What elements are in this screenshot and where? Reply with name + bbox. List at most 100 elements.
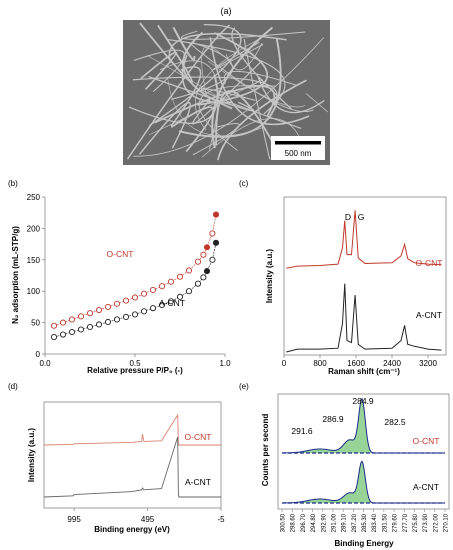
cnt-fiber	[159, 60, 219, 150]
chart-c: 0 800 1600 2400 3200 D G O-CNT A-CNT Intensi…	[265, 196, 447, 376]
d-ylabel: Intensity (a.u.)	[27, 428, 36, 483]
b-point-a-cnt	[149, 305, 157, 312]
b-point-o-cnt	[122, 297, 130, 304]
b-point-a-cnt	[77, 326, 85, 333]
c-peak-d: D	[345, 212, 351, 222]
b-ytick-label: 0	[36, 350, 41, 359]
b-point-a-cnt	[86, 323, 94, 331]
cnt-fiber	[231, 27, 293, 110]
b-point-o-cnt	[158, 283, 166, 290]
cnt-fiber	[198, 85, 277, 151]
b-point-a-cnt	[50, 333, 58, 341]
e-xtick-label: 298.60	[291, 513, 297, 532]
d-xtick-label: 495	[141, 515, 155, 524]
d-xtick-label: -5	[217, 515, 225, 524]
e-fill-area	[282, 461, 445, 503]
chart-d: 995 495 -5 O-CNT A-CNT Intensity (a.u.) Bi…	[27, 401, 225, 534]
e-legend-a-cnt: A-CNT	[413, 482, 439, 492]
sem-image: 500 nm	[123, 20, 330, 165]
scale-bar-label: 500 nm	[285, 149, 312, 158]
b-point-o-cnt	[194, 258, 202, 265]
b-point-a-cnt	[95, 321, 103, 328]
b-xtick-label: 0.0	[39, 359, 51, 368]
b-point-a-cnt	[68, 328, 76, 336]
chart-e: 300.50 298.60 296.70 294.80 292.90 291.00 289.…	[261, 393, 450, 548]
cnt-fiber	[181, 54, 232, 104]
cnt-fiber	[257, 76, 325, 114]
b-ytick-label: 250	[27, 193, 41, 202]
b-point-o-cnt	[185, 267, 193, 274]
b-point-o-cnt	[113, 300, 121, 307]
cnt-fiber	[172, 26, 196, 61]
d-xlabel: Binding energy (eV)	[94, 525, 170, 534]
b-point-o-cnt	[212, 211, 220, 218]
e-xtick-label: 291.00	[331, 513, 337, 532]
chart-b: 0 50 100 150 200 250 0.0 0.5 1.0 N₂ adsorption …	[11, 193, 231, 375]
cnt-fiber	[140, 51, 177, 90]
b-ytick-label: 150	[27, 256, 41, 265]
cnt-fiber	[126, 24, 230, 160]
b-point-a-cnt	[113, 316, 121, 323]
cnt-fiber	[167, 77, 266, 137]
cnt-fiber	[189, 42, 314, 113]
c-xtick-label: 2400	[383, 359, 401, 368]
e-xtick-label: 275.80	[413, 513, 419, 532]
b-point-o-cnt	[59, 319, 67, 326]
cnt-fiber	[166, 38, 286, 106]
b-point-a-cnt	[59, 331, 67, 338]
scale-bar	[275, 141, 321, 145]
cnt-fiber	[243, 39, 271, 160]
e-xtick-label: 273.90	[423, 513, 429, 532]
cnt-fiber	[200, 88, 302, 129]
cnt-fiber	[182, 31, 233, 110]
cnt-fiber	[195, 39, 259, 131]
c-xtick-label: 3200	[419, 359, 437, 368]
panel-a-label: (a)	[221, 6, 232, 16]
c-ylabel: Intensity (a.u.)	[265, 249, 274, 304]
e-peak-2: 286.9	[322, 414, 344, 424]
b-ylabel: N₂ adsorption (mL-STP/g)	[11, 226, 20, 324]
cnt-fiber	[138, 102, 191, 155]
e-xtick-label: 270.10	[444, 513, 450, 532]
c-legend-a-cnt: A-CNT	[416, 310, 442, 320]
c-xtick-label: 1600	[347, 359, 365, 368]
panel-e-label: (e)	[239, 382, 249, 391]
c-legend-o-cnt: O-CNT	[416, 258, 443, 268]
e-xtick-label: 281.50	[382, 513, 388, 532]
b-point-a-cnt	[158, 301, 166, 309]
e-xtick-label: 292.90	[321, 513, 327, 532]
d-series-a-cnt	[43, 436, 221, 498]
b-point-a-cnt	[212, 239, 220, 246]
b-point-o-cnt	[203, 244, 211, 251]
b-point-o-cnt	[77, 313, 85, 320]
e-fill-area	[282, 398, 445, 453]
e-peak-4: 282.5	[384, 417, 406, 427]
b-legend-o-cnt: O-CNT	[107, 249, 134, 259]
c-xtick-label: 800	[313, 359, 327, 368]
e-xtick-label: 277.70	[403, 513, 409, 532]
panel-c-label: (c)	[239, 179, 249, 188]
b-ytick-label: 50	[31, 319, 40, 328]
panel-d-label: (d)	[8, 382, 18, 391]
cnt-fiber	[209, 37, 310, 126]
e-ylabel: Counts per second	[261, 414, 270, 487]
b-legend-a-cnt: A-CNT	[159, 298, 185, 308]
b-point-a-cnt	[200, 274, 207, 281]
b-point-a-cnt	[131, 311, 139, 318]
cnt-fiber	[217, 79, 307, 161]
b-point-o-cnt	[50, 322, 58, 329]
scale-bar-box	[271, 136, 325, 160]
cnt-fiber	[192, 60, 263, 125]
b-xtick-label: 1.0	[219, 359, 231, 368]
b-point-o-cnt	[68, 316, 76, 323]
c-series-a-cnt	[286, 283, 442, 353]
cnt-fiber	[215, 90, 280, 155]
b-point-a-cnt	[167, 298, 175, 305]
e-peak-3: 291.6	[291, 426, 313, 436]
e-xtick-label: 300.50	[281, 513, 287, 532]
b-ytick-label: 100	[27, 287, 41, 296]
e-xtick-label: 272.00	[433, 513, 439, 532]
cnt-fiber	[207, 60, 306, 108]
b-point-o-cnt	[95, 306, 103, 314]
e-peak-main: 284.9	[352, 396, 374, 406]
